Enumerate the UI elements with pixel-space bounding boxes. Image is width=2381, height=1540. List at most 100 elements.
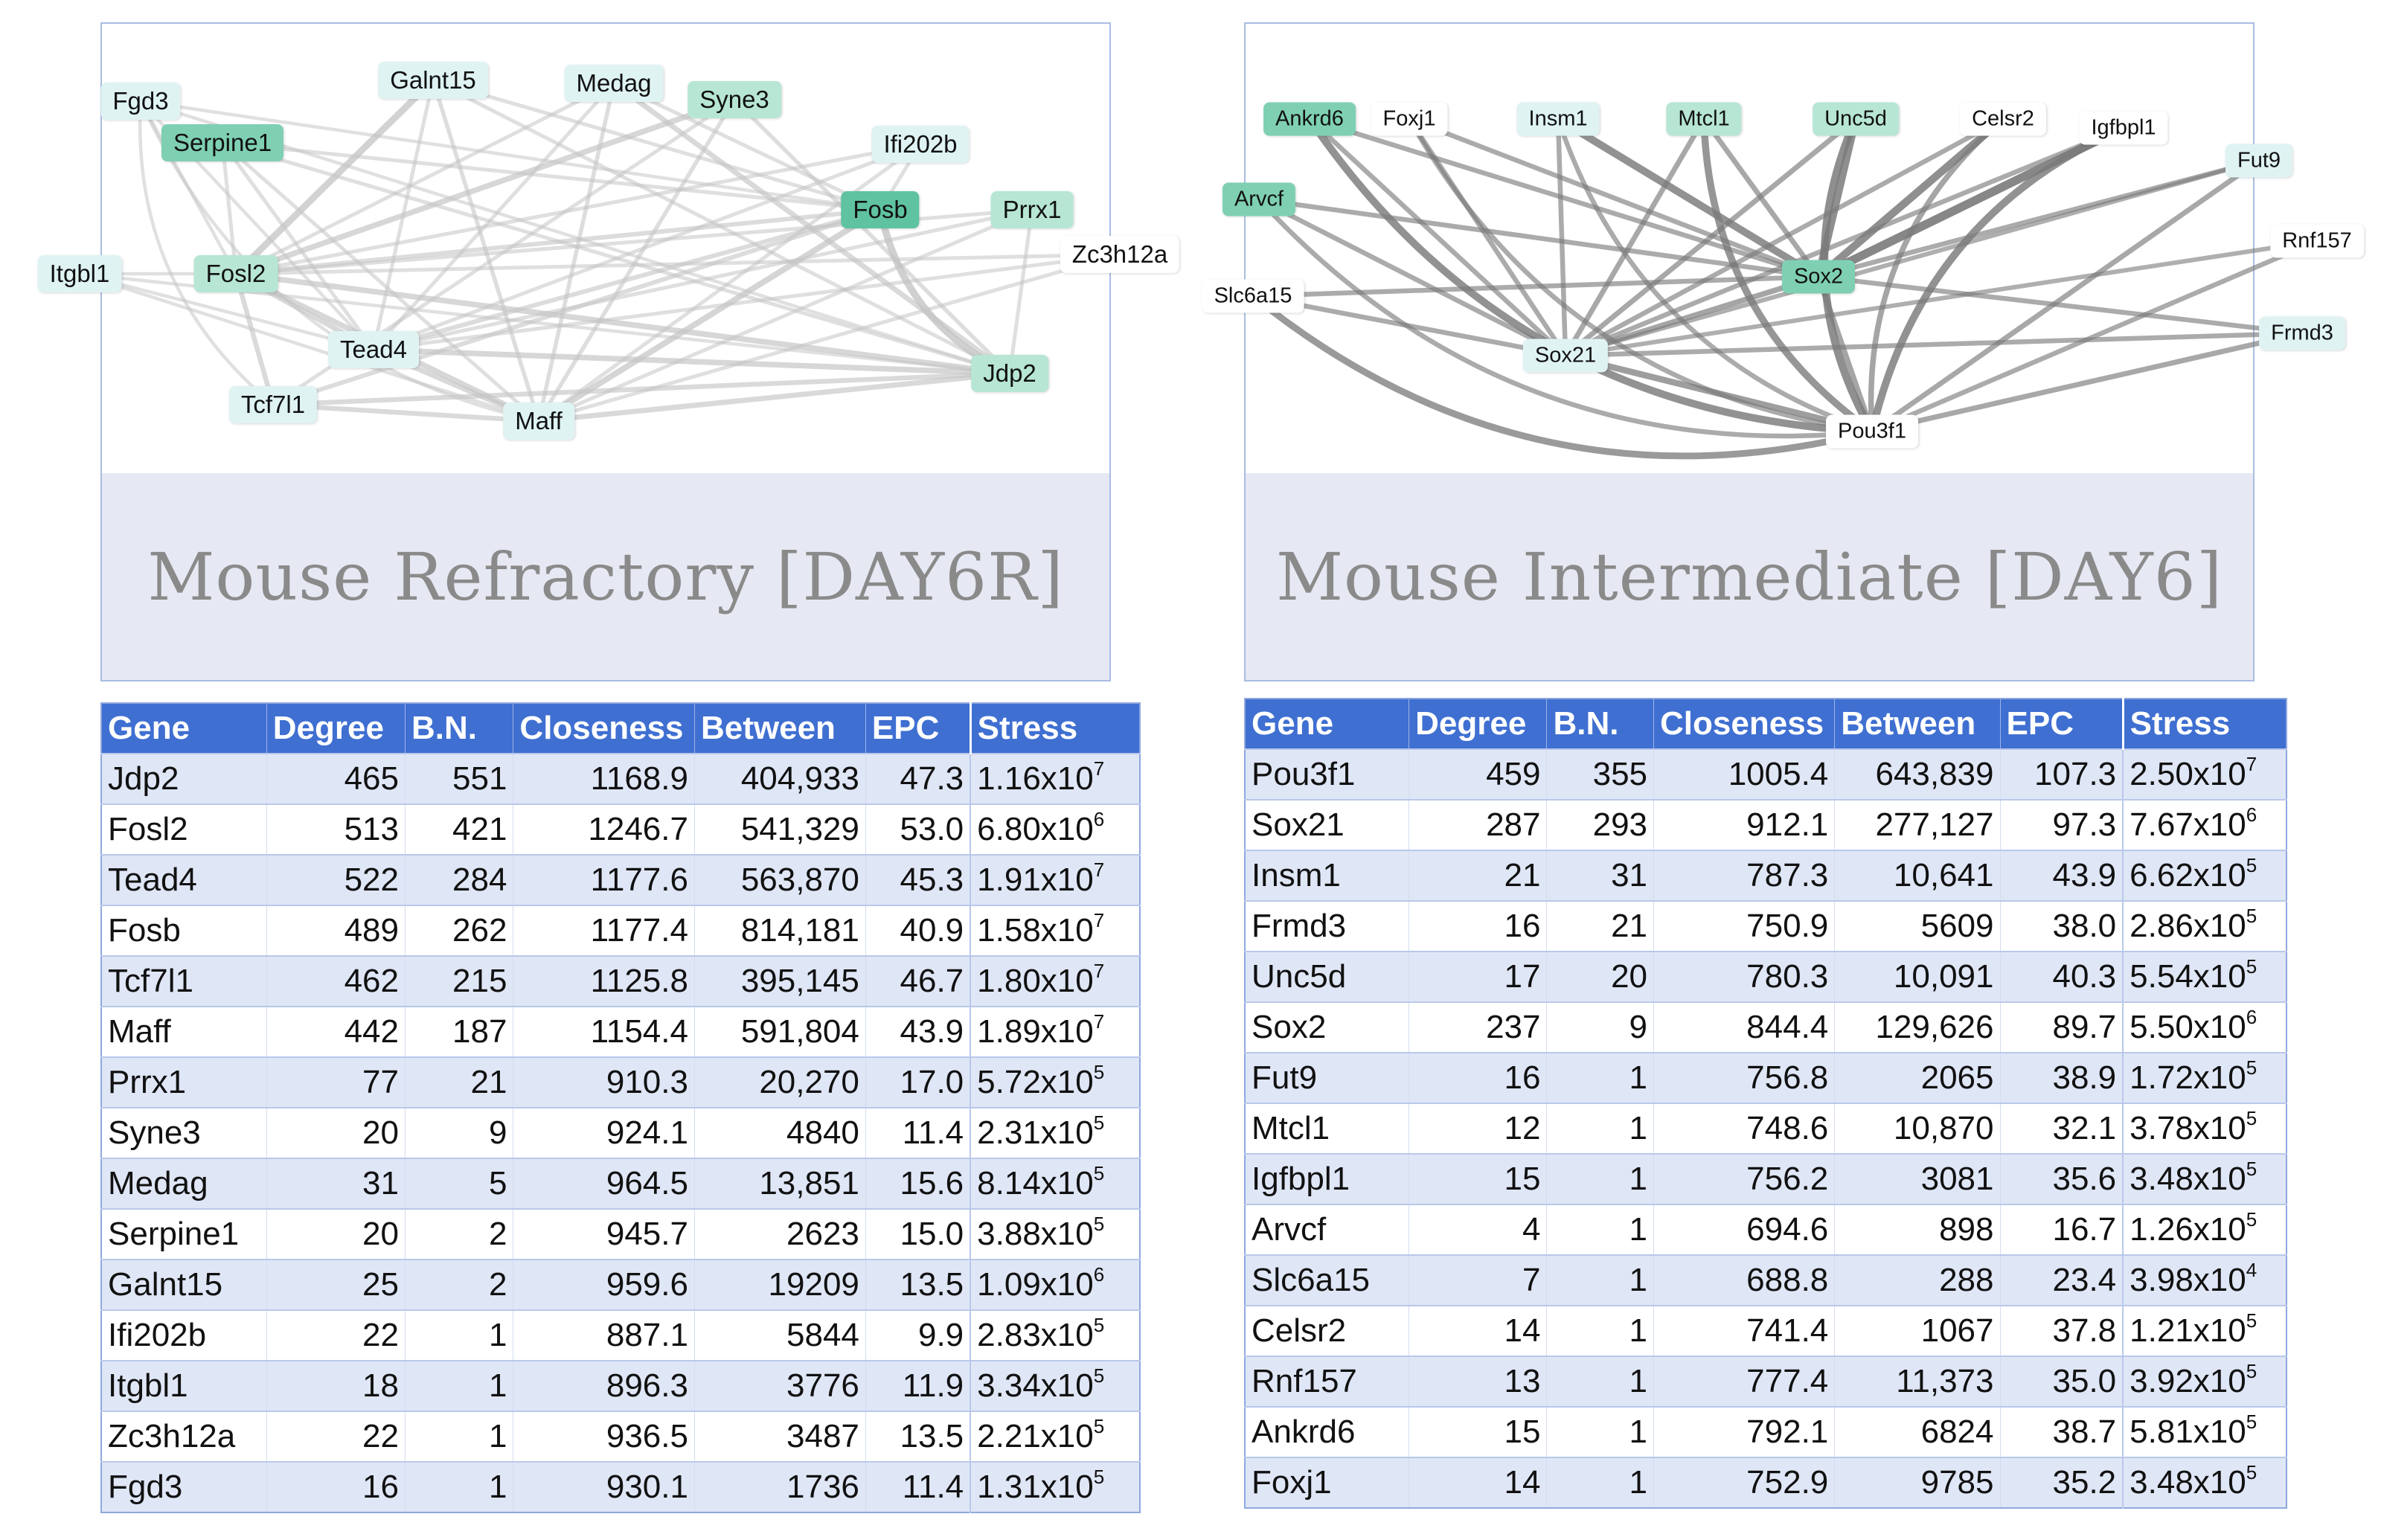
network-panel-intermediate: Ankrd6 Foxj1 Insm1 Mtcl1 Unc5d Celsr2 Igfbpl1 F… bbox=[1202, 22, 2364, 681]
panel-caption-refractory: Mouse Refractory [DAY6R] bbox=[147, 538, 1064, 615]
node-rnf157[interactable]: Rnf157 bbox=[2270, 224, 2364, 258]
node-fosl2[interactable]: Fosl2 bbox=[193, 255, 278, 292]
cell-stress: 3.78x105 bbox=[2122, 1103, 2287, 1154]
node-maff[interactable]: Maff bbox=[503, 402, 574, 440]
cell-gene: Foxj1 bbox=[1245, 1457, 1410, 1508]
metrics-table-refractory: Gene Degree B.N. Closeness Between EPC Stress … bbox=[100, 702, 1141, 1513]
cell-degree: 442 bbox=[266, 1006, 406, 1057]
cell-gene: Unc5d bbox=[1245, 951, 1410, 1002]
edge-Prrx1-Jdp2 bbox=[1007, 209, 1034, 374]
node-medag[interactable]: Medag bbox=[564, 65, 664, 102]
cell-epc: 38.7 bbox=[2000, 1406, 2124, 1457]
cell-epc: 107.3 bbox=[2000, 748, 2124, 800]
node-ifi202b[interactable]: Ifi202b bbox=[871, 126, 970, 163]
node-igfbpl1[interactable]: Igfbpl1 bbox=[2079, 111, 2168, 145]
node-pou3f1[interactable]: Pou3f1 bbox=[1826, 414, 1918, 449]
node-mtcl1[interactable]: Mtcl1 bbox=[1666, 102, 1742, 136]
table-row: Igfbpl1 15 1 756.2 3081 35.6 3.48x105 bbox=[1245, 1153, 2287, 1204]
node-frmd3[interactable]: Frmd3 bbox=[2259, 316, 2345, 350]
edge-Fosb-Tead4 bbox=[373, 208, 881, 352]
node-galnt15[interactable]: Galnt15 bbox=[378, 62, 488, 99]
cell-degree: 18 bbox=[266, 1360, 406, 1411]
edge-Ankrd6-Sox2 bbox=[1309, 116, 1819, 280]
cell-epc: 43.9 bbox=[2000, 850, 2124, 901]
cell-bn: 31 bbox=[1546, 850, 1655, 901]
edge-Frmd3-Sox2 bbox=[1818, 274, 2303, 336]
node-prrx1[interactable]: Prrx1 bbox=[990, 191, 1074, 228]
stress-exponent: 6 bbox=[1093, 808, 1105, 830]
stress-mantissa: 5.81x10 bbox=[2130, 1414, 2246, 1450]
cell-epc: 38.0 bbox=[2000, 900, 2124, 952]
cell-closeness: 936.5 bbox=[513, 1411, 695, 1462]
node-syne3[interactable]: Syne3 bbox=[688, 81, 781, 118]
node-ankrd6[interactable]: Ankrd6 bbox=[1263, 102, 1356, 136]
cell-stress: 3.48x105 bbox=[2122, 1153, 2287, 1204]
node-arvcf[interactable]: Arvcf bbox=[1222, 182, 1296, 216]
node-unc5d[interactable]: Unc5d bbox=[1813, 102, 1899, 136]
table-row: Frmd3 16 21 750.9 5609 38.0 2.86x105 bbox=[1245, 900, 2287, 952]
node-itgbl1[interactable]: Itgbl1 bbox=[37, 255, 122, 292]
edge-Syne3-Maff bbox=[536, 98, 737, 423]
cell-closeness: 694.6 bbox=[1653, 1204, 1836, 1255]
edge-Rnf157-Pou3f1 bbox=[1871, 239, 2318, 434]
stress-exponent: 6 bbox=[2246, 1006, 2257, 1028]
node-tcf7l1[interactable]: Tcf7l1 bbox=[228, 386, 318, 423]
cell-bn: 215 bbox=[405, 955, 514, 1007]
cell-gene: Fosl2 bbox=[101, 803, 267, 855]
node-slc6a15[interactable]: Slc6a15 bbox=[1202, 279, 1304, 313]
table-row: Prrx1 77 21 910.3 20,270 17.0 5.72x105 bbox=[101, 1056, 1141, 1108]
cell-closeness: 896.3 bbox=[513, 1360, 695, 1411]
cell-bn: 355 bbox=[1546, 748, 1655, 800]
node-fosb[interactable]: Fosb bbox=[841, 191, 920, 228]
edge-Frmd3-Pou3f1 bbox=[1871, 330, 2303, 434]
cell-closeness: 912.1 bbox=[1653, 799, 1836, 850]
cell-epc: 11.4 bbox=[865, 1107, 971, 1158]
cell-closeness: 750.9 bbox=[1653, 900, 1836, 952]
column-header-degree: Degree bbox=[266, 703, 406, 754]
node-fut9[interactable]: Fut9 bbox=[2225, 144, 2293, 178]
cell-gene: Syne3 bbox=[101, 1107, 267, 1158]
stress-exponent: 7 bbox=[1093, 859, 1105, 881]
edge-Igfbpl1-Pou3f1 bbox=[1868, 124, 2126, 433]
cell-gene: Arvcf bbox=[1245, 1204, 1410, 1255]
node-fgd3[interactable]: Fgd3 bbox=[100, 83, 181, 120]
node-sox21[interactable]: Sox21 bbox=[1522, 339, 1609, 373]
table-row: Slc6a15 7 1 688.8 288 23.4 3.98x104 bbox=[1245, 1254, 2287, 1306]
cell-degree: 462 bbox=[266, 955, 406, 1007]
cell-between: 563,870 bbox=[694, 854, 866, 905]
node-insm1[interactable]: Insm1 bbox=[1516, 102, 1600, 136]
cell-closeness: 930.1 bbox=[513, 1461, 695, 1512]
edge-Prrx1-Tead4 bbox=[373, 208, 1033, 352]
node-celsr2[interactable]: Celsr2 bbox=[1960, 102, 2046, 136]
cell-closeness: 1005.4 bbox=[1653, 748, 1836, 800]
cell-epc: 32.1 bbox=[2000, 1103, 2124, 1154]
cell-gene: Rnf157 bbox=[1245, 1355, 1410, 1407]
stress-mantissa: 1.72x10 bbox=[2130, 1059, 2246, 1096]
stress-mantissa: 1.21x10 bbox=[2130, 1312, 2246, 1349]
node-tead4[interactable]: Tead4 bbox=[328, 331, 419, 368]
cell-bn: 1 bbox=[405, 1461, 514, 1512]
cell-gene: Prrx1 bbox=[101, 1056, 267, 1108]
cell-degree: 4 bbox=[1409, 1204, 1548, 1255]
edge-Tcf7l1-Jdp2 bbox=[272, 370, 1010, 408]
node-foxj1[interactable]: Foxj1 bbox=[1371, 102, 1448, 136]
edge-Unc5d-Sox21 bbox=[1563, 117, 1858, 358]
cell-gene: Serpine1 bbox=[101, 1208, 267, 1260]
table-row: Maff 442 187 1154.4 591,804 43.9 1.89x107 bbox=[101, 1006, 1141, 1057]
cell-degree: 16 bbox=[1409, 1052, 1548, 1103]
cell-stress: 2.86x105 bbox=[2122, 900, 2287, 952]
table-row: Tead4 522 284 1177.6 563,870 45.3 1.91x107 bbox=[101, 854, 1141, 905]
node-serpine1[interactable]: Serpine1 bbox=[161, 124, 284, 161]
stress-mantissa: 2.21x10 bbox=[977, 1418, 1094, 1454]
edge-Arvcf-Pou3f1 bbox=[1257, 197, 1873, 439]
node-jdp2[interactable]: Jdp2 bbox=[971, 355, 1048, 392]
cell-gene: Sox2 bbox=[1245, 1001, 1410, 1053]
cell-gene: Celsr2 bbox=[1245, 1305, 1410, 1356]
edge-Fosl2-Tcf7l1 bbox=[233, 273, 276, 405]
column-header-degree: Degree bbox=[1409, 699, 1548, 749]
cell-gene: Itgbl1 bbox=[101, 1360, 267, 1411]
node-zc3h12a[interactable]: Zc3h12a bbox=[1060, 236, 1180, 273]
node-sox2[interactable]: Sox2 bbox=[1781, 260, 1856, 294]
cell-bn: 1 bbox=[1546, 1103, 1655, 1154]
stress-mantissa: 2.83x10 bbox=[977, 1317, 1094, 1353]
